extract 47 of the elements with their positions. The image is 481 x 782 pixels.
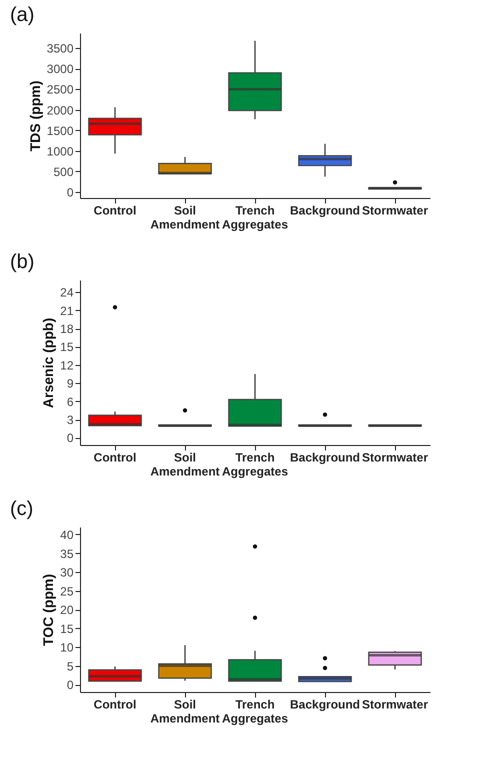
y-tick-label: 15: [60, 622, 74, 636]
y-tick-label: 3500: [46, 42, 74, 56]
x-tick-label: Control: [94, 204, 136, 218]
x-tick-label: Background: [290, 450, 360, 464]
y-tick-label: 30: [60, 566, 74, 580]
chart-title: (a): [10, 4, 34, 26]
y-tick-label: 2000: [46, 103, 74, 118]
x-tick-label: Stormwater: [362, 204, 428, 218]
y-tick-label: 21: [60, 304, 74, 318]
y-tick-label: 10: [60, 640, 74, 654]
x-tick-label: Trench Aggregates: [222, 698, 288, 726]
chart-title: (c): [10, 498, 34, 520]
x-tick-label: Control: [94, 450, 136, 464]
x-tick-label: Trench Aggregates: [222, 450, 288, 478]
y-tick-label: 35: [60, 546, 74, 561]
y-axis-title: TDS (ppm): [26, 80, 43, 152]
y-tick-label: 2500: [46, 82, 74, 97]
x-tick-label: Control: [94, 698, 136, 712]
y-axis-title: TOC (ppm): [40, 574, 56, 646]
y-tick-label: 1000: [46, 144, 74, 158]
x-tick-label: Stormwater: [362, 698, 428, 712]
y-tick-label: 3000: [46, 62, 74, 76]
y-tick-label: 25: [60, 584, 74, 598]
y-tick-label: 0: [66, 431, 74, 446]
y-tick-label: 0: [66, 678, 74, 692]
y-tick-label: 20: [60, 603, 74, 617]
y-tick-label: 9: [66, 376, 74, 391]
y-tick-label: 24: [60, 286, 74, 300]
x-tick-label: Trench Aggregates: [222, 204, 288, 232]
y-axis-title: Arsenic (ppb): [40, 318, 56, 408]
y-tick-label: 1500: [46, 124, 74, 138]
chart-title: (b): [10, 251, 34, 273]
y-tick-label: 0: [66, 185, 74, 200]
y-tick-label: 12: [60, 358, 74, 372]
y-tick-label: 15: [60, 340, 74, 354]
x-tick-label: Soil Amendment: [150, 450, 220, 478]
x-tick-label: Soil Amendment: [150, 204, 220, 232]
y-tick-label: 500: [53, 164, 74, 179]
y-tick-label: 5: [66, 659, 74, 674]
y-tick-label: 6: [66, 394, 74, 409]
y-tick-label: 40: [60, 528, 74, 542]
x-tick-label: Stormwater: [362, 450, 428, 464]
x-tick-label: Soil Amendment: [150, 698, 220, 726]
x-tick-label: Background: [290, 204, 360, 218]
x-tick-label: Background: [290, 698, 360, 712]
y-tick-label: 3: [66, 413, 74, 428]
y-tick-label: 18: [60, 322, 74, 336]
